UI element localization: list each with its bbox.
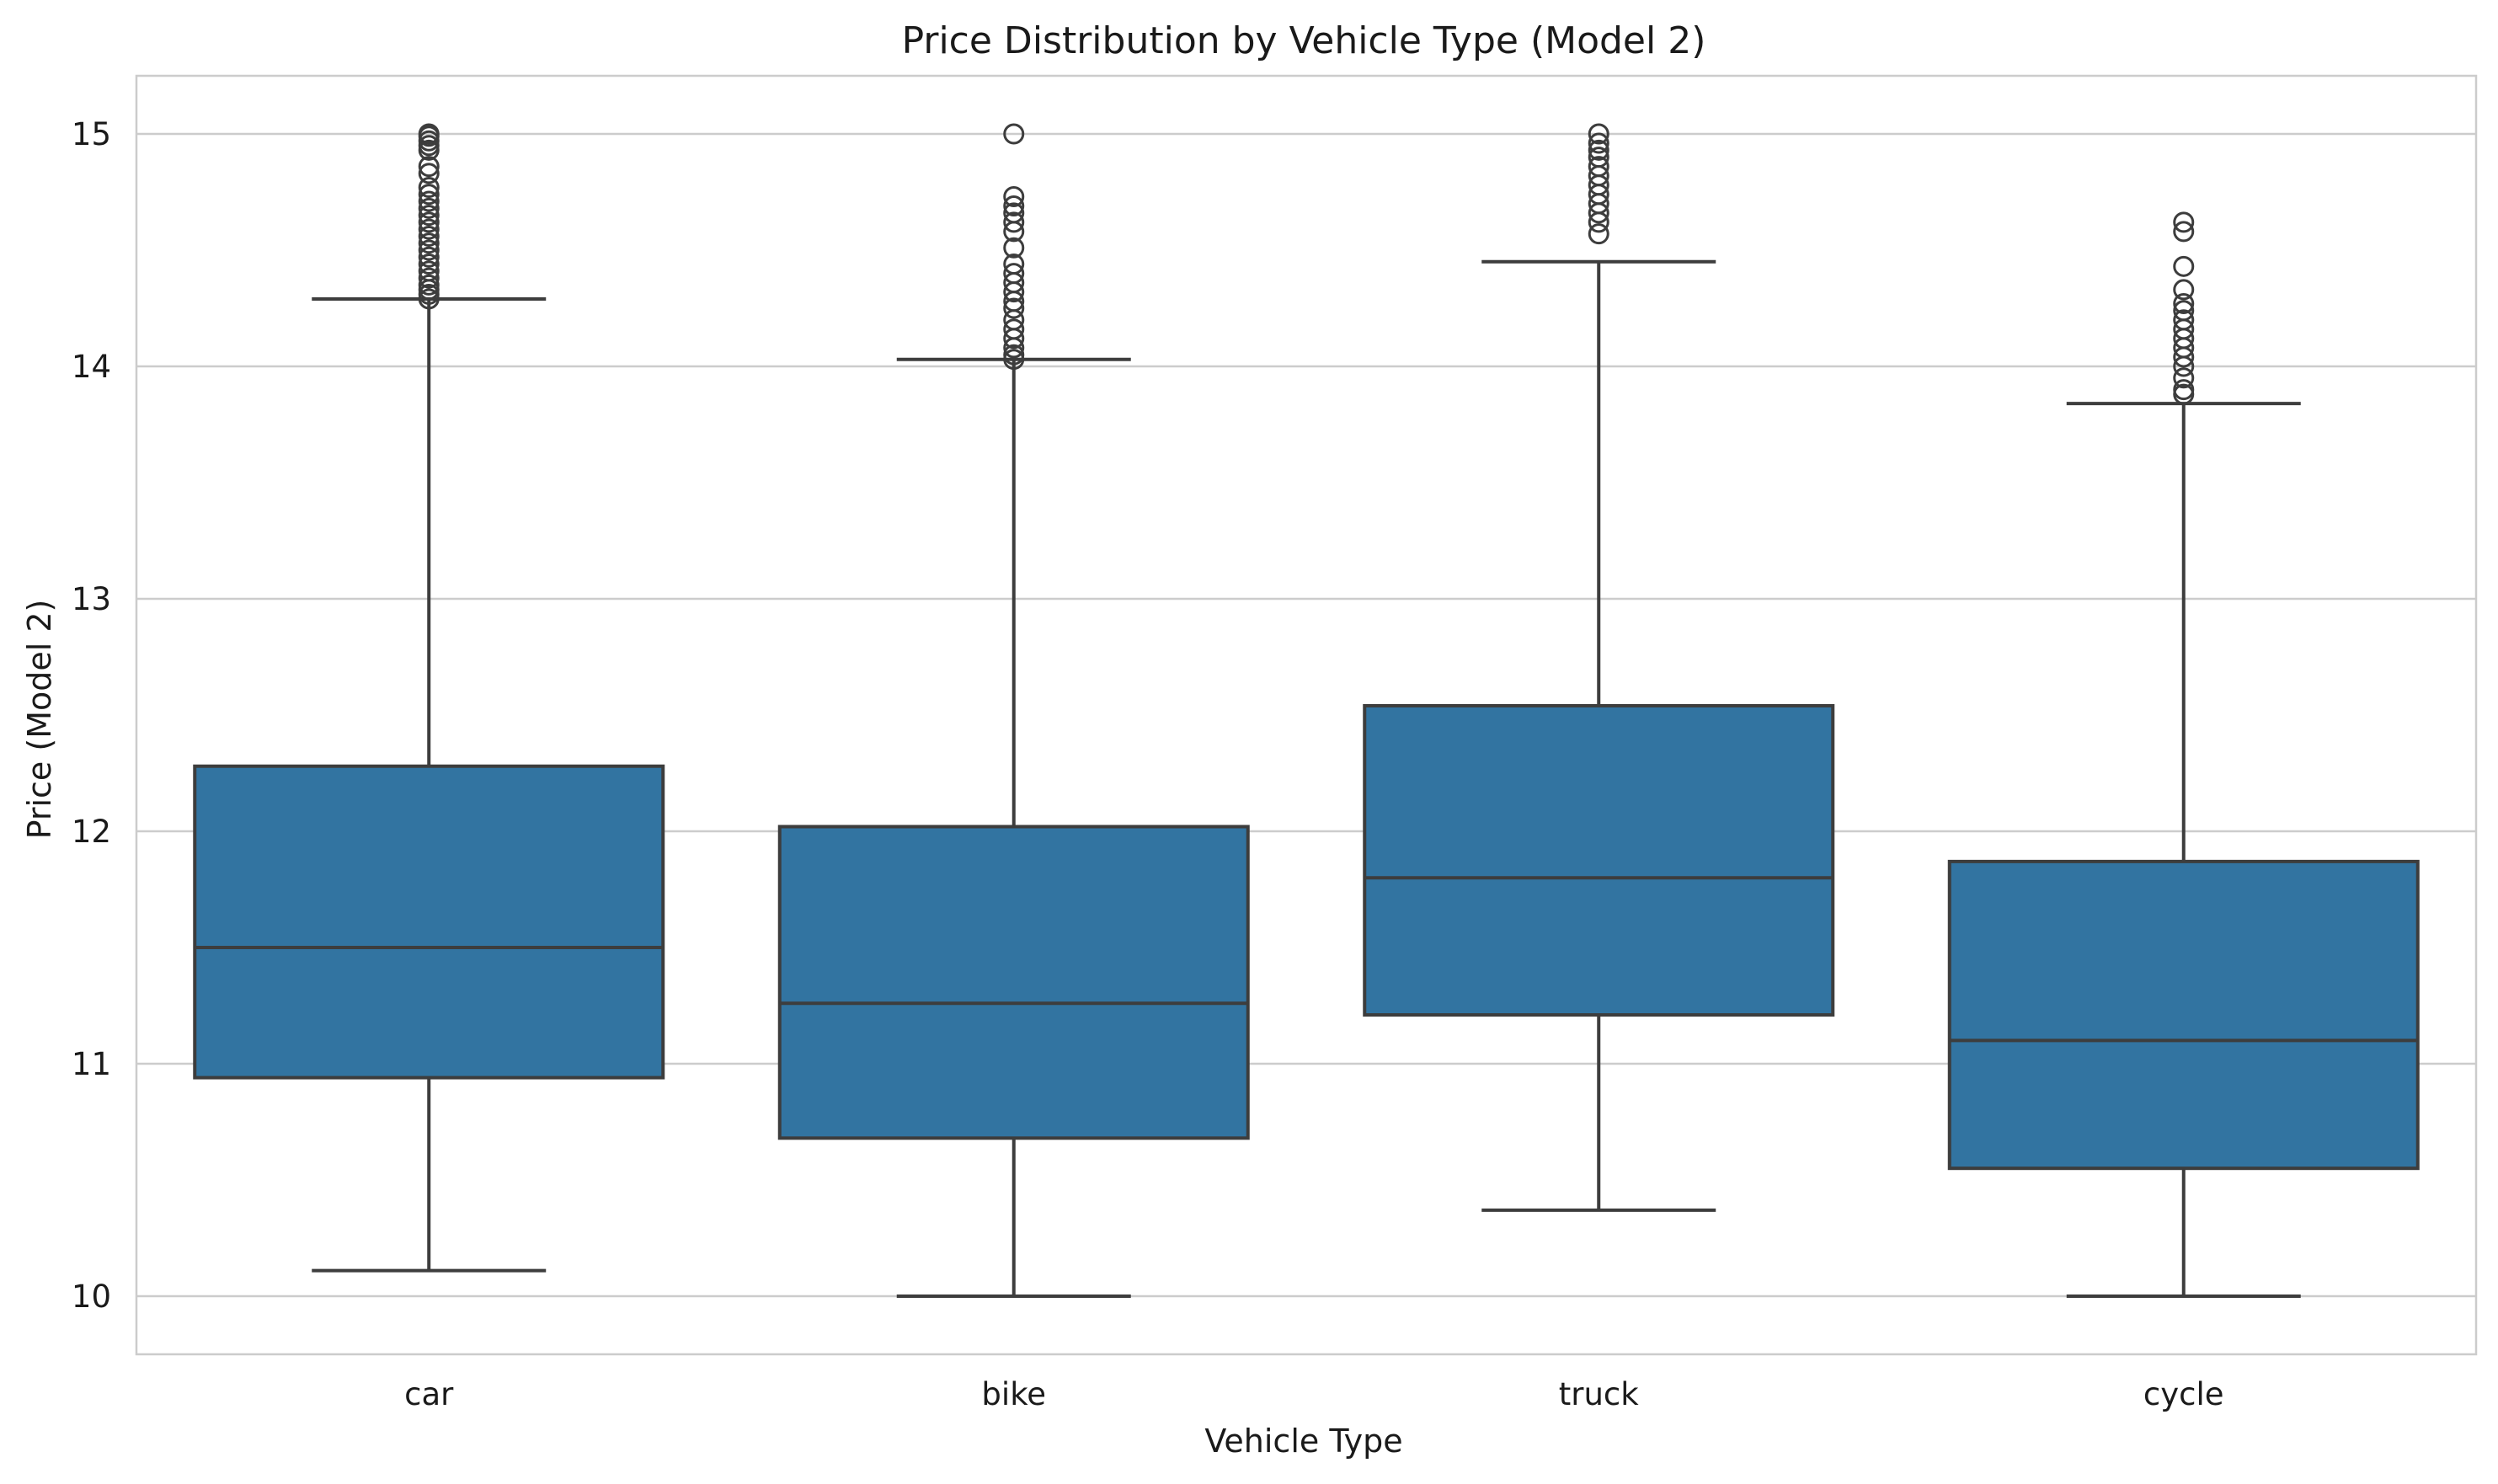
outlier-point bbox=[1588, 156, 1609, 178]
outlier-point bbox=[1588, 223, 1609, 245]
chart-title: Price Distribution by Vehicle Type (Mode… bbox=[902, 19, 1706, 62]
x-tick-label: car bbox=[404, 1376, 454, 1412]
outlier-point bbox=[1588, 132, 1609, 154]
outlier-point bbox=[2173, 221, 2195, 243]
outlier-point bbox=[2173, 309, 2195, 331]
outlier-point bbox=[418, 274, 440, 296]
x-tick-label: truck bbox=[1559, 1376, 1640, 1412]
outlier-point bbox=[1003, 297, 1025, 319]
iqr-box bbox=[1363, 703, 1835, 1017]
outlier-point bbox=[1588, 139, 1609, 161]
outlier-point bbox=[418, 163, 440, 184]
outlier-point bbox=[1003, 263, 1025, 285]
outlier-point bbox=[418, 232, 440, 254]
outlier-point bbox=[1003, 237, 1025, 259]
y-tick-label: 15 bbox=[72, 116, 111, 152]
outlier-point bbox=[418, 239, 440, 261]
y-axis-ticks: 10 11 12 13 14 15 bbox=[72, 116, 111, 1315]
outlier-point bbox=[418, 267, 440, 289]
outlier-point bbox=[418, 246, 440, 268]
outlier-point bbox=[418, 218, 440, 240]
box-group-cycle bbox=[1947, 211, 2420, 1298]
outlier-point bbox=[1003, 123, 1025, 145]
outlier-point bbox=[418, 123, 440, 145]
box-group-bike bbox=[777, 123, 1250, 1298]
outlier-point bbox=[418, 205, 440, 227]
outlier-point bbox=[418, 260, 440, 282]
iqr-box bbox=[1947, 859, 2420, 1171]
outlier-point bbox=[1003, 202, 1025, 224]
outlier-point bbox=[2173, 367, 2195, 389]
x-tick-label: cycle bbox=[2143, 1376, 2224, 1412]
outlier-point bbox=[2173, 255, 2195, 277]
outlier-point bbox=[1003, 186, 1025, 208]
outlier-point bbox=[1588, 123, 1609, 145]
outlier-point bbox=[418, 197, 440, 219]
plot-area-frame bbox=[135, 74, 2478, 1356]
y-tick-label: 13 bbox=[72, 581, 111, 617]
y-axis-title: Price (Model 2) bbox=[21, 600, 58, 840]
outlier-point bbox=[418, 184, 440, 206]
outlier-point bbox=[418, 225, 440, 247]
outlier-point bbox=[1003, 254, 1025, 275]
boxes bbox=[193, 123, 2420, 1298]
y-tick-label: 14 bbox=[72, 349, 111, 385]
y-tick-label: 12 bbox=[72, 814, 111, 850]
outlier-point bbox=[418, 211, 440, 233]
y-tick-label: 11 bbox=[72, 1046, 111, 1082]
outlier-point bbox=[1588, 147, 1609, 168]
outlier-point bbox=[2173, 379, 2195, 401]
outlier-point bbox=[418, 176, 440, 198]
outlier-point bbox=[1003, 318, 1025, 340]
y-tick-label: 10 bbox=[72, 1278, 111, 1315]
outlier-point bbox=[2173, 211, 2195, 233]
iqr-box bbox=[777, 825, 1250, 1140]
outlier-point bbox=[2173, 279, 2195, 301]
outlier-point bbox=[1003, 195, 1025, 217]
outlier-point bbox=[418, 190, 440, 212]
iqr-box bbox=[193, 764, 665, 1080]
x-axis-ticks: car bike truck cycle bbox=[404, 1376, 2223, 1412]
outlier-point bbox=[418, 254, 440, 275]
box-group-car bbox=[193, 123, 665, 1273]
outlier-point bbox=[1003, 211, 1025, 233]
outlier-point bbox=[418, 156, 440, 178]
box-group-truck bbox=[1363, 123, 1835, 1212]
outlier-point bbox=[1003, 344, 1025, 366]
x-tick-label: bike bbox=[981, 1376, 1046, 1412]
outlier-point bbox=[2173, 292, 2195, 314]
x-axis-title: Vehicle Type bbox=[1204, 1423, 1402, 1460]
outlier-point bbox=[2173, 300, 2195, 322]
